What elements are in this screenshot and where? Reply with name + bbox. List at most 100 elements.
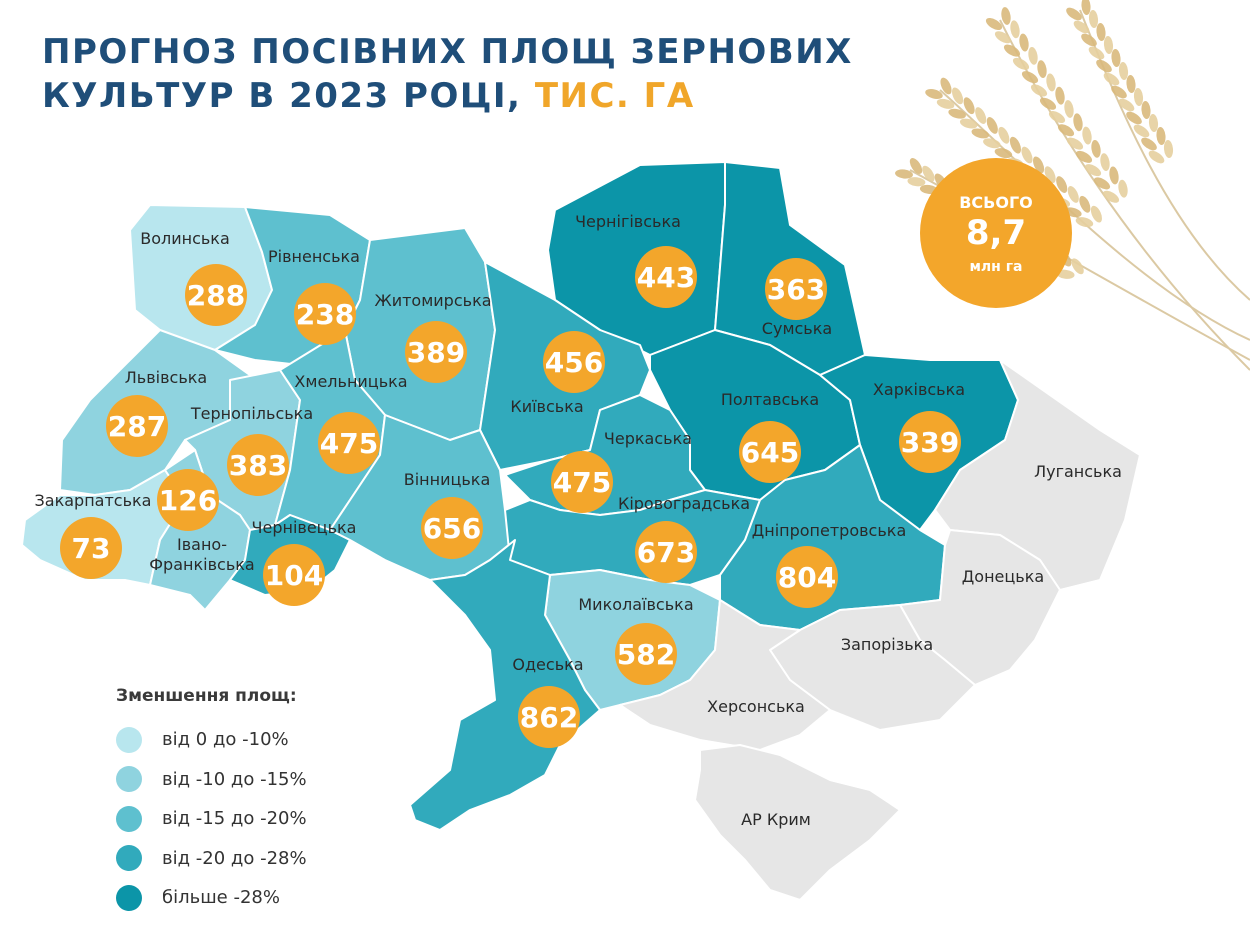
value-bubble-dnipropetrovska: 804 — [776, 546, 838, 608]
wheat-grain — [1111, 85, 1127, 99]
value-bubble-circle — [185, 264, 247, 326]
wheat-grain — [998, 126, 1010, 144]
legend-swatch — [116, 766, 142, 793]
wheat-grain — [985, 17, 1003, 31]
wheat-grain — [1073, 20, 1090, 34]
region-label-kharkivska: Харківська — [873, 380, 965, 399]
wheat-grain — [975, 107, 987, 124]
wheat-grain — [1141, 101, 1151, 119]
wheat-grain — [1028, 46, 1038, 65]
value-bubble-text: 475 — [320, 427, 378, 460]
region-label-vinnytska: Вінницька — [404, 470, 491, 489]
value-bubble-rivnenska: 238 — [294, 283, 356, 345]
region-label-lvivska: Львівська — [125, 368, 207, 387]
value-bubble-text: 238 — [296, 298, 354, 331]
value-bubble-circle — [635, 246, 697, 308]
wheat-grain — [1118, 98, 1135, 112]
region-label-chernihivska: Чернігівська — [575, 212, 681, 231]
region-label-mykolaivska: Миколаївська — [578, 595, 693, 614]
wheat-grain — [1012, 57, 1030, 70]
value-bubble-circle — [551, 451, 613, 513]
wheat-grain — [1003, 44, 1021, 57]
wheat-grain — [1056, 176, 1068, 193]
value-bubble-text: 645 — [741, 436, 799, 469]
title-unit: ТИС. ГА — [534, 76, 695, 116]
wheat-grain — [940, 77, 952, 95]
value-bubble-text: 389 — [407, 336, 465, 369]
wheat-grain — [1109, 166, 1119, 185]
wheat-grain — [1021, 146, 1033, 164]
value-bubble-vinnytska: 656 — [421, 497, 483, 559]
region-ar-krym — [694, 744, 901, 901]
value-bubble-circle — [421, 497, 483, 559]
value-bubble-circle — [518, 686, 580, 748]
value-bubble-text: 656 — [423, 512, 481, 545]
region-label-khersonska: Херсонська — [707, 697, 805, 716]
legend: Зменшення площ: від 0 до -10% від -10 до… — [116, 686, 307, 918]
value-bubble-zakarpatska: 73 — [60, 517, 122, 579]
legend-swatch — [116, 805, 142, 832]
region-label-donetska: Донецька — [962, 567, 1044, 586]
legend-label: від -20 до -28% — [162, 847, 307, 869]
wheat-grain — [1075, 217, 1094, 228]
value-bubble-kyivska: 456 — [543, 331, 605, 393]
region-label-ivano-frankivska: Івано-Франківська — [149, 535, 254, 574]
title-line-1: ПРОГНОЗ ПОСІВНИХ ПЛОЩ ЗЕРНОВИХ — [42, 32, 853, 72]
wheat-grain — [1037, 60, 1047, 79]
value-bubble-poltavska: 645 — [739, 421, 801, 483]
value-bubble-text: 456 — [545, 346, 603, 379]
value-bubble-circle — [405, 321, 467, 383]
wheat-grain — [1091, 139, 1101, 158]
wheat-grain — [1118, 179, 1128, 198]
value-bubble-text: 363 — [767, 273, 825, 306]
page-title: ПРОГНОЗ ПОСІВНИХ ПЛОЩ ЗЕРНОВИХ КУЛЬТУР В… — [42, 30, 853, 118]
map-value-bubbles: 288 238 389 443 363 287 383 475 456 645 339 73 126 10… — [60, 246, 961, 748]
value-bubble-volynska: 288 — [185, 264, 247, 326]
value-bubble-circle — [227, 434, 289, 496]
wheat-grain — [1066, 137, 1084, 150]
wheat-grain — [907, 177, 926, 187]
wheat-grain — [971, 128, 990, 139]
value-bubble-text: 287 — [108, 410, 166, 443]
wheat-grain — [922, 165, 935, 182]
wheat-grain — [1046, 73, 1056, 92]
wheat-grain — [1067, 186, 1079, 203]
value-bubble-circle — [899, 411, 961, 473]
legend-swatch — [116, 884, 142, 911]
value-bubble-text: 126 — [159, 484, 217, 517]
value-bubble-circle — [543, 331, 605, 393]
value-bubble-text: 339 — [901, 426, 959, 459]
value-bubble-ivano-frankivska: 126 — [157, 469, 219, 531]
value-bubble-circle — [294, 283, 356, 345]
legend-swatch — [116, 845, 142, 872]
wheat-grain — [1079, 195, 1091, 213]
value-bubble-zhytomyrska: 389 — [405, 321, 467, 383]
legend-item: більше -28% — [116, 878, 307, 918]
value-bubble-text: 475 — [553, 466, 611, 499]
wheat-grain — [1073, 113, 1083, 132]
value-bubble-text: 443 — [637, 261, 695, 294]
wheat-grain — [959, 118, 978, 129]
wheat-grain — [1096, 59, 1112, 73]
wheat-grain — [1118, 62, 1129, 80]
wheat-grain — [1082, 126, 1092, 145]
wheat-grain — [1010, 20, 1020, 39]
value-bubble-mykolaivska: 582 — [615, 623, 677, 685]
region-label-sumska: Сумська — [762, 319, 832, 338]
map-region-labels: Волинська Рівненська Житомирська Чернігівсь… — [35, 212, 1122, 829]
legend-item: від -10 до -15% — [116, 760, 307, 800]
value-bubble-chernihivska: 443 — [635, 246, 697, 308]
wheat-grain — [925, 89, 943, 99]
total-unit: млн га — [969, 259, 1023, 275]
wheat-grain — [895, 169, 913, 179]
wheat-grain — [963, 97, 975, 115]
wheat-grain — [1090, 205, 1102, 223]
wheat-grain — [1096, 23, 1106, 41]
region-label-dnipropetrovska: Дніпропетровська — [752, 521, 907, 540]
legend-title: Зменшення площ: — [116, 686, 297, 706]
value-bubble-text: 383 — [229, 449, 287, 482]
value-bubble-kharkivska: 339 — [899, 411, 961, 473]
wheat-grain — [1103, 72, 1120, 86]
region-label-poltavska: Полтавська — [721, 390, 819, 409]
